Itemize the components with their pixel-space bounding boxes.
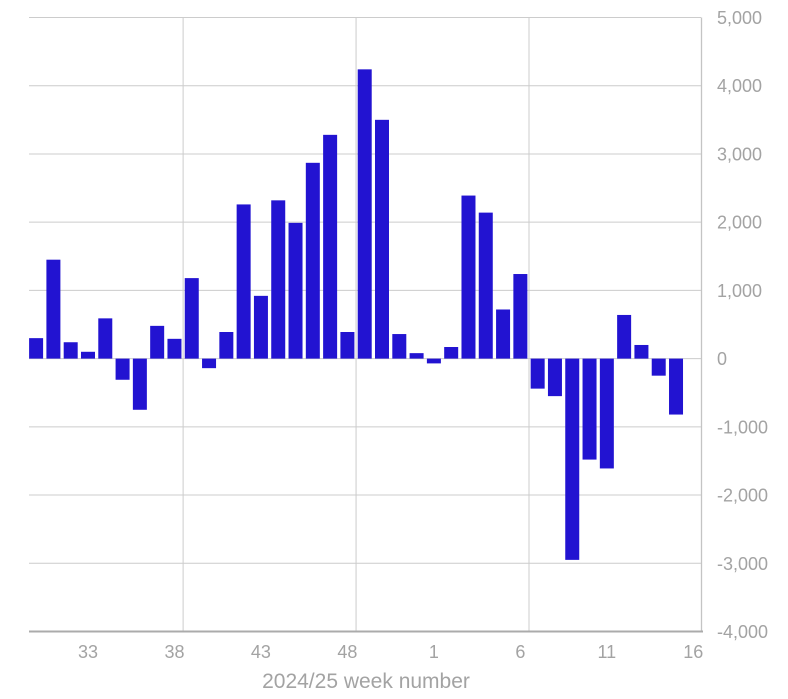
x-tick-label: 33 <box>78 642 98 662</box>
bar-week-35[interactable] <box>115 358 130 380</box>
bar-week-41[interactable] <box>219 332 234 359</box>
bar-week-42[interactable] <box>236 204 251 359</box>
bar-week-38[interactable] <box>167 338 182 359</box>
bar-week-1[interactable] <box>426 358 441 364</box>
x-tick-label: 6 <box>515 642 525 662</box>
bar-week-14[interactable] <box>651 358 666 376</box>
bar-week-37[interactable] <box>150 325 165 359</box>
bar-week-9[interactable] <box>565 358 580 560</box>
bar-week-15[interactable] <box>669 358 684 415</box>
bar-week-3[interactable] <box>461 195 476 359</box>
bar-week-36[interactable] <box>132 358 147 410</box>
bar-week-6[interactable] <box>513 274 528 359</box>
y-tick-label: -3,000 <box>717 554 768 574</box>
x-tick-label: 38 <box>164 642 184 662</box>
bar-week-50[interactable] <box>375 119 389 359</box>
bar-week-49[interactable] <box>357 69 372 359</box>
axis-labels: 5,000 4,000 3,000 2,000 1,000 0 -1,000 -2,000 -3… <box>78 8 768 662</box>
y-tick-label: -1,000 <box>717 417 768 437</box>
bar-week-12[interactable] <box>617 314 632 359</box>
y-tick-label: -2,000 <box>717 486 768 506</box>
bar-week-40[interactable] <box>202 358 217 369</box>
x-tick-label: 11 <box>597 642 616 662</box>
bar-week-10[interactable] <box>582 358 597 460</box>
bar-week-45[interactable] <box>288 222 303 359</box>
bar-week-48[interactable] <box>340 332 355 359</box>
bar-week-30[interactable] <box>29 338 44 359</box>
bar-week-43[interactable] <box>253 295 268 359</box>
bar-week-5[interactable] <box>496 309 511 359</box>
bar-week-11[interactable] <box>599 358 614 469</box>
bar-week-13[interactable] <box>634 344 649 359</box>
x-axis-title: 2024/25 week number <box>262 670 470 693</box>
bar-week-51[interactable] <box>392 334 407 359</box>
x-tick-label: 43 <box>251 642 271 662</box>
y-tick-label: 0 <box>717 349 727 369</box>
bar-week-4[interactable] <box>478 212 493 359</box>
bar-week-7[interactable] <box>530 358 545 389</box>
y-tick-label: 1,000 <box>717 281 762 301</box>
bar-week-46[interactable] <box>305 162 320 359</box>
y-tick-label: 3,000 <box>717 144 762 164</box>
bar-week-8[interactable] <box>547 358 562 397</box>
bar-week-31[interactable] <box>46 259 61 359</box>
bar-week-32[interactable] <box>63 342 78 359</box>
x-tick-label: 48 <box>337 642 357 662</box>
axes <box>29 17 703 633</box>
bars <box>29 69 684 560</box>
bar-week-2[interactable] <box>444 347 459 359</box>
bar-week-47[interactable] <box>323 134 338 359</box>
x-tick-label: 16 <box>683 642 703 662</box>
bar-week-52[interactable] <box>409 353 424 359</box>
bar-week-44[interactable] <box>271 200 286 359</box>
bar-week-33[interactable] <box>80 351 95 359</box>
y-tick-label: -4,000 <box>717 622 768 642</box>
x-tick-label: 1 <box>429 642 439 662</box>
y-tick-label: 5,000 <box>717 8 762 28</box>
bar-week-39[interactable] <box>184 278 199 359</box>
y-tick-label: 2,000 <box>717 213 762 233</box>
y-tick-label: 4,000 <box>717 76 762 96</box>
bar-week-34[interactable] <box>98 318 113 359</box>
